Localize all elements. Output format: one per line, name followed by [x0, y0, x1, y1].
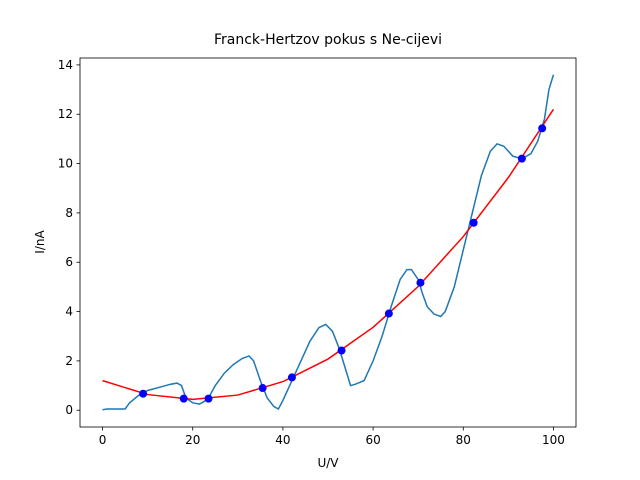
y-tick-label: 14 [58, 58, 73, 72]
y-axis-label: I/nA [33, 230, 47, 254]
chart-title: Franck-Hertzov pokus s Ne-cijevi [214, 32, 442, 48]
y-tick-label: 12 [58, 107, 73, 121]
data-point [287, 373, 296, 382]
data-point [469, 218, 478, 227]
data-point [517, 154, 526, 163]
y-tick-label: 4 [65, 305, 73, 319]
x-tick-label: 0 [99, 433, 107, 447]
data-point [416, 278, 425, 287]
x-tick-label: 20 [185, 433, 200, 447]
y-tick-label: 2 [65, 354, 73, 368]
x-tick-label: 100 [542, 433, 565, 447]
x-axis-label: U/V [317, 456, 339, 470]
data-point [179, 394, 188, 403]
y-tick-label: 0 [65, 403, 73, 417]
data-point [139, 389, 148, 398]
x-tick-label: 80 [456, 433, 471, 447]
data-point [538, 124, 547, 133]
x-tick-label: 60 [365, 433, 380, 447]
data-point [258, 384, 267, 393]
data-point [337, 346, 346, 355]
plot-frame [79, 57, 577, 428]
data-point [204, 394, 213, 403]
y-tick-label: 6 [65, 255, 73, 269]
data-line [102, 74, 555, 411]
x-tick-label: 40 [275, 433, 290, 447]
data-point [384, 309, 393, 318]
y-tick-label: 10 [58, 157, 73, 171]
data-line [102, 108, 555, 401]
y-tick-label: 8 [65, 206, 73, 220]
